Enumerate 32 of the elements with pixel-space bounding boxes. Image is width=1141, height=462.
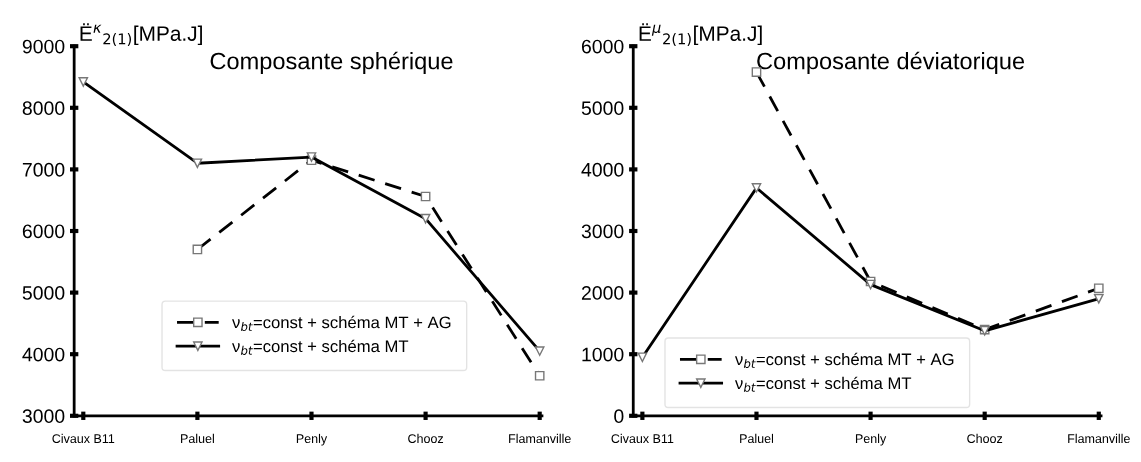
x-tick-label: Paluel bbox=[740, 433, 774, 444]
y-tick-label: 3000 bbox=[581, 224, 624, 239]
legend-label: ν$_{bt}$=const + schéma MT + AG bbox=[232, 315, 451, 332]
x-tick-label: Chooz bbox=[967, 433, 1003, 444]
y-tick-label: 6000 bbox=[581, 39, 624, 54]
x-tick-label: Paluel bbox=[181, 433, 214, 444]
legend-label: ν$_{bt}$=const + schéma MT bbox=[232, 339, 409, 355]
x-tick-label: Flamanville bbox=[1068, 433, 1130, 444]
y-tick-label: 0 bbox=[614, 409, 624, 424]
y-axis-title: Ë$^{μ}$$_{2(1)}$[MPa.J] bbox=[639, 23, 762, 47]
legend-label: ν$_{bt}$=const + schéma MT + AG bbox=[734, 352, 954, 368]
x-tick-label: Penly bbox=[296, 433, 328, 446]
y-tick-label: 3000 bbox=[22, 409, 65, 424]
y-tick-label: 5000 bbox=[22, 286, 65, 300]
y-tick-label: 9000 bbox=[22, 39, 65, 54]
x-tick-label: Chooz bbox=[408, 433, 444, 444]
x-tick-label: Civaux B11 bbox=[52, 433, 115, 444]
y-tick-label: 4000 bbox=[22, 347, 65, 362]
y-tick-label: 1000 bbox=[582, 347, 624, 362]
x-tick-label: Flamanville bbox=[509, 433, 571, 444]
y-tick-label: 6000 bbox=[22, 224, 65, 239]
x-tick-label: Penly bbox=[855, 433, 887, 446]
y-tick-label: 7000 bbox=[22, 162, 65, 177]
y-tick-label: 5000 bbox=[581, 101, 624, 116]
chart-title: Composante sphérique bbox=[210, 51, 453, 75]
y-tick-label: 4000 bbox=[581, 162, 624, 177]
x-tick-label: Civaux B11 bbox=[611, 433, 674, 444]
legend-label: ν$_{bt}$=const + schéma MT bbox=[734, 376, 912, 392]
y-axis-title: Ë$^{κ}$$_{2(1)}$[MPa.J] bbox=[80, 23, 202, 47]
y-tick-label: 8000 bbox=[22, 101, 65, 116]
y-tick-label: 2000 bbox=[581, 286, 624, 300]
chart-title: Composante déviatorique bbox=[757, 51, 1025, 75]
